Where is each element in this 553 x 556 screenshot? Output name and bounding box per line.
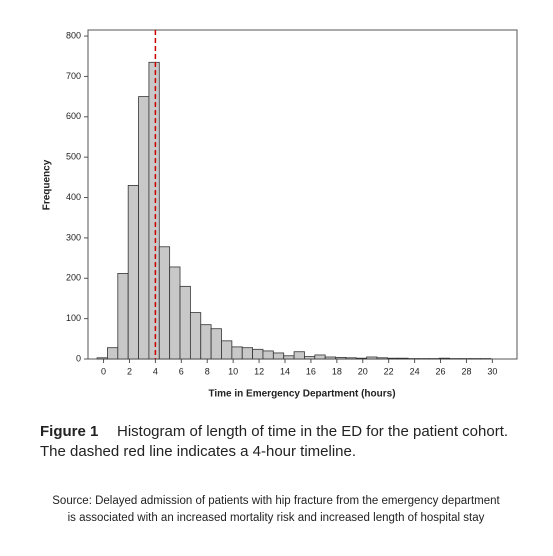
x-tick-label: 26 (436, 366, 446, 376)
y-tick-label: 500 (66, 152, 81, 162)
bar (231, 346, 243, 360)
x-tick-label: 12 (254, 366, 264, 376)
x-tick-label: 28 (461, 366, 471, 376)
bar (335, 356, 347, 360)
bar (138, 96, 150, 360)
bar (272, 352, 285, 360)
bar (252, 348, 264, 360)
bar (117, 273, 129, 360)
y-tick-label: 300 (66, 232, 81, 242)
x-tick-label: 10 (228, 366, 238, 376)
bar (200, 324, 212, 360)
source-line: is associated with an increased mortalit… (68, 512, 485, 524)
bar (210, 328, 222, 360)
bar (386, 357, 399, 360)
bar (293, 351, 305, 360)
x-tick-label: 20 (358, 366, 368, 376)
caption-line: The dashed red line indicates a 4-hour t… (40, 443, 356, 460)
x-tick-label: 8 (205, 366, 210, 376)
x-tick-label: 2 (127, 366, 132, 376)
x-axis-label: Time in Emergency Department (hours) (208, 389, 395, 400)
bar (179, 285, 191, 360)
bar (107, 347, 119, 360)
y-tick-label: 400 (66, 192, 81, 202)
bar (304, 356, 316, 360)
bar (314, 354, 326, 360)
bar (241, 347, 254, 360)
bar (158, 246, 171, 360)
x-tick-label: 6 (179, 366, 184, 376)
y-axis-label: Frequency (42, 159, 53, 210)
x-tick-label: 18 (332, 366, 342, 376)
y-tick-label: 200 (66, 273, 81, 283)
y-tick-label: 600 (66, 111, 81, 121)
caption-line: Histogram of length of time in the ED fo… (117, 423, 508, 440)
bar (438, 357, 451, 360)
bar (376, 357, 388, 360)
x-tick-label: 16 (306, 366, 316, 376)
bar (324, 356, 336, 360)
source-line: Source: Delayed admission of patients wi… (52, 495, 500, 507)
y-tick-label: 100 (66, 313, 81, 323)
y-tick-label: 800 (66, 30, 81, 40)
bar (148, 61, 160, 360)
bar (397, 357, 409, 360)
x-tick-label: 4 (153, 366, 158, 376)
bar (127, 185, 139, 360)
y-tick-label: 0 (76, 353, 81, 363)
bar (283, 355, 295, 360)
bar (262, 350, 274, 360)
bar (221, 340, 233, 360)
x-tick-label: 14 (280, 366, 290, 376)
bar (96, 357, 108, 360)
bar (345, 357, 357, 360)
figure-label: Figure 1 (40, 423, 98, 440)
bar (189, 312, 202, 360)
y-tick-label: 700 (66, 71, 81, 81)
x-tick-label: 30 (487, 366, 497, 376)
bar (355, 357, 368, 360)
bar (366, 356, 378, 360)
x-tick-label: 0 (101, 366, 106, 376)
x-tick-label: 22 (384, 366, 394, 376)
bar (169, 266, 181, 360)
x-tick-label: 24 (410, 366, 420, 376)
